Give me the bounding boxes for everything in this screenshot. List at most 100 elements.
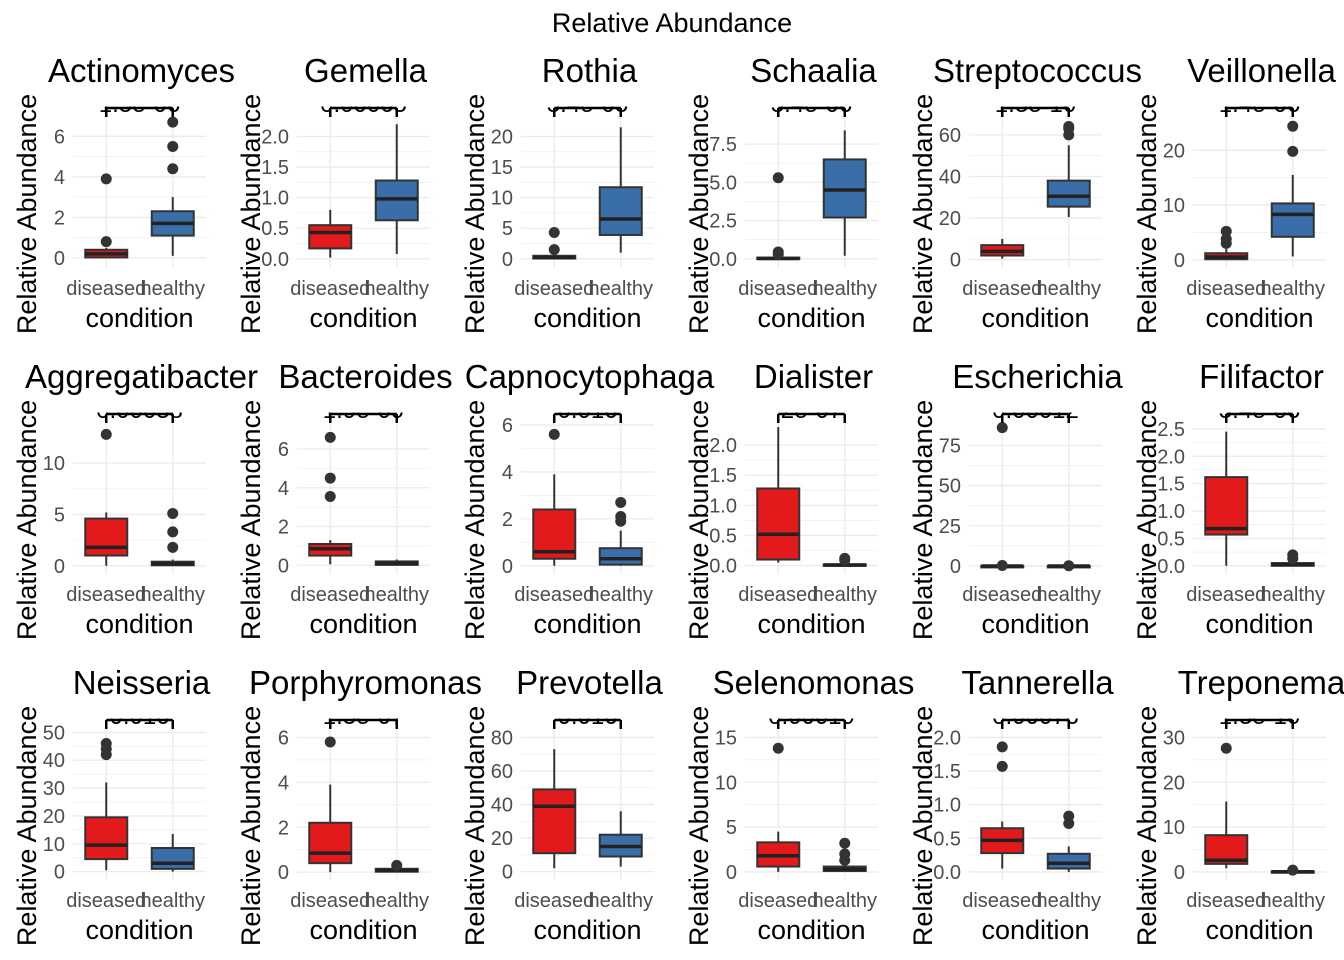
outlier-point: [324, 431, 336, 443]
y-tick-label: 0.5: [261, 218, 289, 240]
x-tick-label: diseased: [962, 584, 1042, 606]
x-axis-title: condition: [309, 303, 417, 333]
y-tick-label: 0.0: [709, 249, 737, 271]
y-tick-label: 2.5: [1157, 419, 1185, 441]
x-tick-label: healthy: [813, 584, 878, 606]
outlier-point: [1287, 864, 1299, 876]
facet-title: Capnocytophaga: [465, 358, 715, 395]
y-tick-label: 20: [491, 828, 513, 850]
x-tick-label: diseased: [738, 890, 818, 912]
x-tick-label: diseased: [290, 890, 370, 912]
p-value-label: 3.4e-06: [1219, 397, 1300, 424]
box-diseased: [756, 742, 801, 872]
x-tick-label: healthy: [813, 278, 878, 300]
box-healthy: [150, 834, 195, 872]
x-axis-title: condition: [1205, 609, 1313, 639]
box-iqr: [308, 821, 353, 865]
y-tick-label: 1.0: [261, 188, 289, 210]
x-tick-label: healthy: [141, 584, 206, 606]
x-tick-label: diseased: [962, 278, 1042, 300]
outlier-point: [324, 472, 336, 484]
x-tick-label: healthy: [141, 890, 206, 912]
y-tick-label: 4: [278, 772, 289, 794]
x-tick-label: diseased: [738, 584, 818, 606]
box-healthy: [374, 124, 419, 254]
box-diseased: [980, 422, 1025, 571]
x-axis-title: condition: [85, 915, 193, 945]
y-tick-label: 1.5: [933, 761, 961, 783]
figure-title: Relative Abundance: [552, 8, 792, 38]
p-value-label: 2e-07: [781, 397, 842, 424]
y-tick-label: 30: [43, 778, 65, 800]
x-tick-label: diseased: [66, 278, 146, 300]
x-axis-title: condition: [85, 303, 193, 333]
box-healthy: [1270, 549, 1315, 567]
x-axis-title: condition: [757, 915, 865, 945]
y-tick-label: 0: [54, 248, 65, 270]
y-tick-label: 0: [278, 555, 289, 577]
y-tick-label: 2.0: [261, 126, 289, 148]
box-healthy: [598, 496, 643, 566]
x-tick-label: diseased: [66, 584, 146, 606]
x-axis-title: condition: [533, 915, 641, 945]
y-tick-label: 0: [54, 862, 65, 884]
box-iqr: [308, 224, 353, 250]
box-healthy: [1046, 810, 1091, 872]
y-tick-label: 2: [278, 817, 289, 839]
box-healthy: [1046, 121, 1091, 218]
box-diseased: [980, 238, 1025, 259]
outlier-point: [1287, 145, 1299, 157]
y-tick-label: 20: [1163, 140, 1185, 162]
y-tick-label: 1.5: [1157, 474, 1185, 496]
box-healthy: [1270, 120, 1315, 257]
y-axis-title: Relative Abundance: [908, 706, 938, 946]
y-axis-title: Relative Abundance: [236, 400, 266, 640]
box-healthy: [598, 127, 643, 253]
box-iqr: [532, 788, 577, 855]
y-tick-label: 0.5: [709, 525, 737, 547]
box-healthy: [822, 130, 867, 256]
y-tick-label: 0.0: [261, 249, 289, 271]
outlier-point: [324, 490, 336, 502]
box-healthy: [1046, 560, 1091, 572]
outlier-point: [548, 428, 560, 440]
y-tick-label: 20: [1163, 772, 1185, 794]
box-healthy: [822, 552, 867, 567]
y-tick-label: 20: [491, 126, 513, 148]
p-value-label: 3.4e-05: [547, 91, 628, 118]
p-value-label: 0.00019: [768, 703, 855, 730]
x-tick-label: healthy: [1037, 584, 1102, 606]
p-value-label: 1.3e-10: [1219, 703, 1300, 730]
y-tick-label: 20: [939, 208, 961, 230]
y-tick-label: 2: [54, 207, 65, 229]
y-tick-label: 5: [502, 218, 513, 240]
outlier-point: [1063, 560, 1075, 572]
y-tick-label: 5.0: [709, 172, 737, 194]
y-tick-label: 2.0: [709, 435, 737, 457]
y-axis-title: Relative Abundance: [12, 706, 42, 946]
y-tick-label: 0.0: [933, 862, 961, 884]
y-axis-title: Relative Abundance: [684, 706, 714, 946]
y-tick-label: 0: [54, 556, 65, 578]
facet-title: Dialister: [754, 358, 873, 395]
y-tick-label: 10: [1163, 817, 1185, 839]
x-axis-title: condition: [981, 915, 1089, 945]
y-axis-title: Relative Abundance: [908, 400, 938, 640]
y-tick-label: 80: [491, 727, 513, 749]
y-tick-label: 1.0: [709, 495, 737, 517]
p-value-label: 0.00012: [992, 397, 1079, 424]
y-tick-label: 20: [43, 806, 65, 828]
y-tick-label: 6: [278, 727, 289, 749]
outlier-point: [996, 422, 1008, 434]
y-tick-label: 25: [939, 516, 961, 538]
box-diseased: [756, 427, 801, 563]
y-tick-label: 2.0: [933, 727, 961, 749]
x-axis-title: condition: [309, 609, 417, 639]
y-tick-label: 5: [726, 817, 737, 839]
x-tick-label: diseased: [66, 890, 146, 912]
